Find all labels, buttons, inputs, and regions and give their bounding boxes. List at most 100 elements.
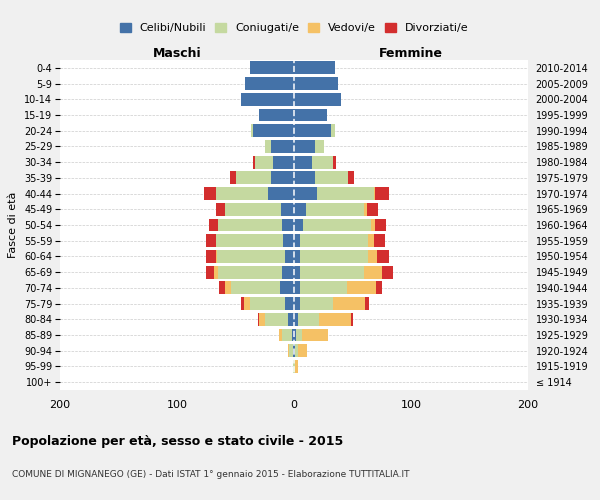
Bar <box>204 187 215 200</box>
Text: COMUNE DI MIGNANEGO (GE) - Dati ISTAT 1° gennaio 2015 - Elaborazione TUTTITALIA.: COMUNE DI MIGNANEGO (GE) - Dati ISTAT 1°… <box>12 470 409 479</box>
Y-axis label: Anni di nascita: Anni di nascita <box>598 184 600 266</box>
Bar <box>215 234 283 247</box>
Bar <box>374 234 385 247</box>
Bar <box>283 234 294 247</box>
Bar <box>215 203 225 215</box>
Bar <box>209 218 218 232</box>
Bar <box>294 297 300 310</box>
Bar <box>348 172 353 184</box>
Bar <box>294 140 315 153</box>
Bar <box>251 124 253 137</box>
Bar <box>253 124 294 137</box>
Bar <box>304 218 371 232</box>
Bar <box>298 313 319 326</box>
Bar <box>294 77 338 90</box>
Bar <box>225 282 231 294</box>
Bar <box>231 282 280 294</box>
Bar <box>244 297 250 310</box>
Bar <box>300 297 332 310</box>
Bar <box>250 62 294 74</box>
Bar <box>284 297 294 310</box>
Bar <box>256 156 273 168</box>
Bar <box>215 250 217 263</box>
Bar <box>283 328 292 342</box>
Bar <box>218 218 283 232</box>
Bar <box>289 344 293 357</box>
Bar <box>368 234 374 247</box>
Bar <box>219 282 225 294</box>
Bar <box>311 156 332 168</box>
Bar <box>332 297 365 310</box>
Bar <box>371 218 375 232</box>
Bar <box>295 360 298 373</box>
Bar <box>294 62 335 74</box>
Bar <box>217 250 284 263</box>
Bar <box>279 328 283 342</box>
Bar <box>293 360 294 373</box>
Text: Maschi: Maschi <box>152 47 202 60</box>
Bar <box>296 328 302 342</box>
Bar <box>294 266 300 278</box>
Bar <box>294 156 311 168</box>
Bar <box>215 187 268 200</box>
Bar <box>300 234 368 247</box>
Bar <box>300 250 368 263</box>
Bar <box>331 124 335 137</box>
Bar <box>306 203 364 215</box>
Bar <box>284 250 294 263</box>
Bar <box>206 234 215 247</box>
Bar <box>294 250 300 263</box>
Bar <box>283 218 294 232</box>
Bar <box>300 282 347 294</box>
Bar <box>382 266 394 278</box>
Bar <box>295 344 298 357</box>
Bar <box>294 218 304 232</box>
Bar <box>352 313 353 326</box>
Bar <box>273 156 294 168</box>
Bar <box>292 328 294 342</box>
Bar <box>281 203 294 215</box>
Bar <box>294 282 300 294</box>
Bar <box>347 282 376 294</box>
Bar <box>288 344 289 357</box>
Bar <box>376 282 382 294</box>
Bar <box>218 266 283 278</box>
Bar <box>317 187 374 200</box>
Text: Popolazione per età, sesso e stato civile - 2015: Popolazione per età, sesso e stato civil… <box>12 435 343 448</box>
Bar <box>298 344 307 357</box>
Bar <box>375 218 386 232</box>
Bar <box>375 187 389 200</box>
Bar <box>241 297 244 310</box>
Bar <box>364 266 382 278</box>
Bar <box>315 140 325 153</box>
Bar <box>225 203 281 215</box>
Bar <box>294 172 315 184</box>
Bar <box>300 266 364 278</box>
Bar <box>280 282 294 294</box>
Bar <box>294 313 298 326</box>
Bar <box>294 93 341 106</box>
Bar <box>294 234 300 247</box>
Bar <box>315 172 348 184</box>
Bar <box>230 172 235 184</box>
Bar <box>206 266 214 278</box>
Bar <box>319 313 352 326</box>
Bar <box>259 108 294 122</box>
Bar <box>374 187 375 200</box>
Bar <box>283 266 294 278</box>
Bar <box>302 328 328 342</box>
Bar <box>271 140 294 153</box>
Bar <box>294 328 296 342</box>
Bar <box>293 344 294 357</box>
Bar <box>367 203 378 215</box>
Bar <box>253 156 256 168</box>
Bar <box>236 172 271 184</box>
Bar <box>206 250 215 263</box>
Bar <box>271 172 294 184</box>
Bar <box>365 297 369 310</box>
Bar <box>294 344 295 357</box>
Bar <box>250 297 284 310</box>
Legend: Celibi/Nubili, Coniugati/e, Vedovi/e, Divorziati/e: Celibi/Nubili, Coniugati/e, Vedovi/e, Di… <box>119 22 469 33</box>
Bar <box>245 77 294 90</box>
Bar <box>294 187 317 200</box>
